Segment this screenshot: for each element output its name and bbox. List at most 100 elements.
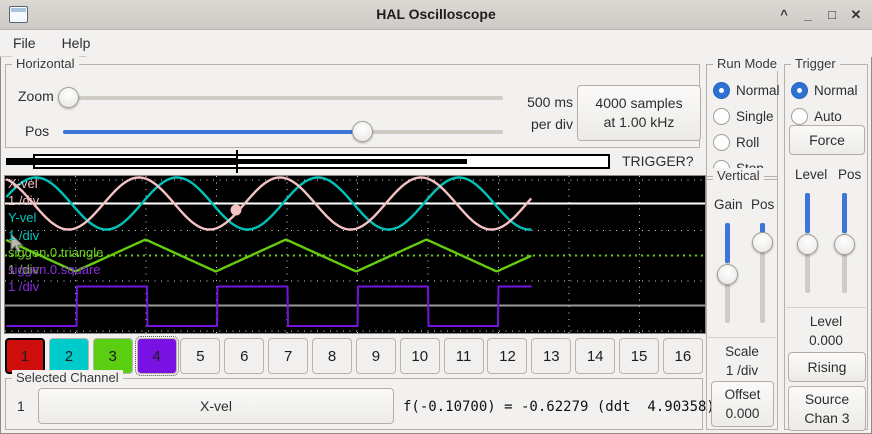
trigger-position-cursor[interactable]: [236, 150, 238, 173]
record-filled-bar: [6, 158, 237, 165]
radio-label: Normal: [814, 82, 858, 98]
run-mode-group: Run Mode NormalSingleRollStop: [706, 56, 781, 181]
channel-button-11[interactable]: 11: [443, 338, 484, 374]
trigger-pos-slider-fill: [842, 193, 847, 233]
radio-dot[interactable]: [791, 81, 808, 99]
channel-button-5[interactable]: 5: [180, 338, 221, 374]
channel-button-row: 1 2 3 4 5 6 7 8 9 10 11 12 13 14 15 16: [5, 336, 703, 376]
trigger-pos-slider-handle[interactable]: [834, 234, 855, 255]
close-button[interactable]: ✕: [850, 7, 862, 22]
offset-button[interactable]: Offset 0.000: [711, 381, 774, 427]
window-title: HAL Oscilloscope: [376, 6, 496, 22]
hpos-slider-label: Pos: [25, 123, 50, 139]
trigger-group: Trigger Normal Auto Force Level Pos Level…: [784, 56, 868, 431]
channel-readout: f(-0.10700) = -0.62279 (ddt 4.90358): [403, 399, 715, 415]
trigger-source-button[interactable]: Source Chan 3: [788, 386, 866, 431]
radio-normal[interactable]: Normal: [791, 77, 858, 103]
scope-channel-label: X-vel: [8, 176, 38, 191]
maximize-button[interactable]: □: [828, 7, 836, 22]
trace-marker-dot: [230, 204, 242, 216]
radio-roll[interactable]: Roll: [713, 129, 780, 155]
mouse-cursor-icon: [10, 232, 24, 254]
radio-normal[interactable]: Normal: [713, 77, 780, 103]
minimize-button[interactable]: _: [804, 7, 812, 22]
channel-button-2[interactable]: 2: [48, 338, 89, 374]
radio-dot[interactable]: [713, 81, 730, 99]
gain-slider-fill: [725, 223, 730, 263]
hpos-slider-handle[interactable]: [352, 121, 373, 142]
vpos-slider-fill: [760, 223, 765, 233]
channel-button-1[interactable]: 1: [5, 338, 45, 374]
menu-bar: File Help: [0, 30, 872, 57]
run-mode-group-label: Run Mode: [713, 56, 781, 71]
rate-line1: 500 ms: [527, 94, 573, 110]
level-column-label: Level: [795, 167, 828, 182]
trigger-slope-button[interactable]: Rising: [788, 352, 866, 382]
radio-dot[interactable]: [713, 107, 730, 125]
scope-channel-label: Y-vel: [8, 210, 37, 225]
zoom-slider-track[interactable]: [58, 96, 503, 100]
channel-button-15[interactable]: 15: [619, 338, 660, 374]
channel-button-12[interactable]: 12: [487, 338, 528, 374]
radio-label: Auto: [814, 108, 842, 124]
radio-dot[interactable]: [713, 133, 730, 151]
title-bar[interactable]: HAL Oscilloscope ^ _ □ ✕: [0, 0, 872, 30]
selected-channel-group-label: Selected Channel: [12, 370, 123, 385]
scope-channel-label: 1 /div: [8, 228, 40, 243]
gain-slider-label: Gain: [714, 197, 743, 212]
radio-single[interactable]: Single: [713, 103, 780, 129]
horizontal-group: Horizontal Zoom Pos 500 ms per div 4000 …: [5, 56, 701, 148]
trigger-group-label: Trigger: [791, 56, 840, 71]
radio-label: Normal: [736, 82, 780, 98]
trigger-level-slider-handle[interactable]: [797, 234, 818, 255]
scope-channel-label: 1 /div: [8, 193, 40, 208]
menu-help[interactable]: Help: [61, 35, 91, 51]
shade-button[interactable]: ^: [780, 7, 788, 22]
radio-auto[interactable]: Auto: [791, 103, 858, 129]
vertical-separator: [708, 337, 776, 338]
vpos-slider-handle[interactable]: [752, 232, 773, 253]
channel-button-14[interactable]: 14: [575, 338, 616, 374]
pos-column-label: Pos: [838, 167, 862, 182]
trigger-level-label: Level: [809, 314, 843, 329]
trigger-radios: Normal Auto: [791, 77, 858, 129]
rate-line2: per div: [530, 116, 573, 132]
radio-dot[interactable]: [791, 107, 808, 125]
scope-canvas: [5, 176, 705, 333]
scope-display[interactable]: X-vel 1 /div Y-vel 1 /div siggen.0.triangle 1…: [4, 175, 706, 334]
zoom-slider-label: Zoom: [18, 88, 54, 104]
trigger-level-value: 0.000: [809, 333, 843, 348]
app-icon: [9, 6, 28, 23]
trigger-separator: [786, 307, 866, 308]
channel-button-16[interactable]: 16: [662, 338, 703, 374]
samples-button[interactable]: 4000 samples at 1.00 kHz: [577, 85, 701, 141]
run-mode-radios: NormalSingleRollStop: [713, 77, 780, 181]
scope-channel-label: 1 /div: [8, 279, 40, 294]
channel-button-8[interactable]: 8: [312, 338, 353, 374]
force-button[interactable]: Force: [789, 125, 865, 155]
channel-button-4[interactable]: 4: [134, 336, 179, 376]
radio-label: Single: [736, 108, 774, 124]
scale-value: 1 /div: [725, 363, 759, 378]
vpos-slider-label: Pos: [751, 197, 775, 212]
selected-channel-group: Selected Channel 1 X-vel f(-0.10700) = -…: [5, 370, 715, 430]
channel-button-10[interactable]: 10: [399, 338, 440, 374]
channel-button-7[interactable]: 7: [268, 338, 309, 374]
channel-button-13[interactable]: 13: [531, 338, 572, 374]
scope-channel-label: 1 /div: [8, 262, 40, 277]
menu-file[interactable]: File: [13, 35, 36, 51]
channel-button-6[interactable]: 6: [224, 338, 265, 374]
vpos-slider-track[interactable]: [760, 223, 765, 323]
zoom-slider-handle[interactable]: [58, 87, 79, 108]
scale-label: Scale: [725, 344, 759, 359]
gain-slider-handle[interactable]: [717, 264, 738, 285]
vertical-group: Vertical Gain Pos Scale 1 /div Offset 0.…: [706, 168, 778, 430]
record-pending-bar: [237, 159, 467, 164]
channel-button-9[interactable]: 9: [355, 338, 396, 374]
channel-button-3[interactable]: 3: [92, 338, 133, 374]
scope-channel-label: siggen.0.square: [8, 262, 101, 277]
trigger-level-slider-fill: [805, 193, 810, 233]
selected-channel-name-button[interactable]: X-vel: [38, 388, 394, 424]
record-position-bar[interactable]: [0, 150, 710, 174]
